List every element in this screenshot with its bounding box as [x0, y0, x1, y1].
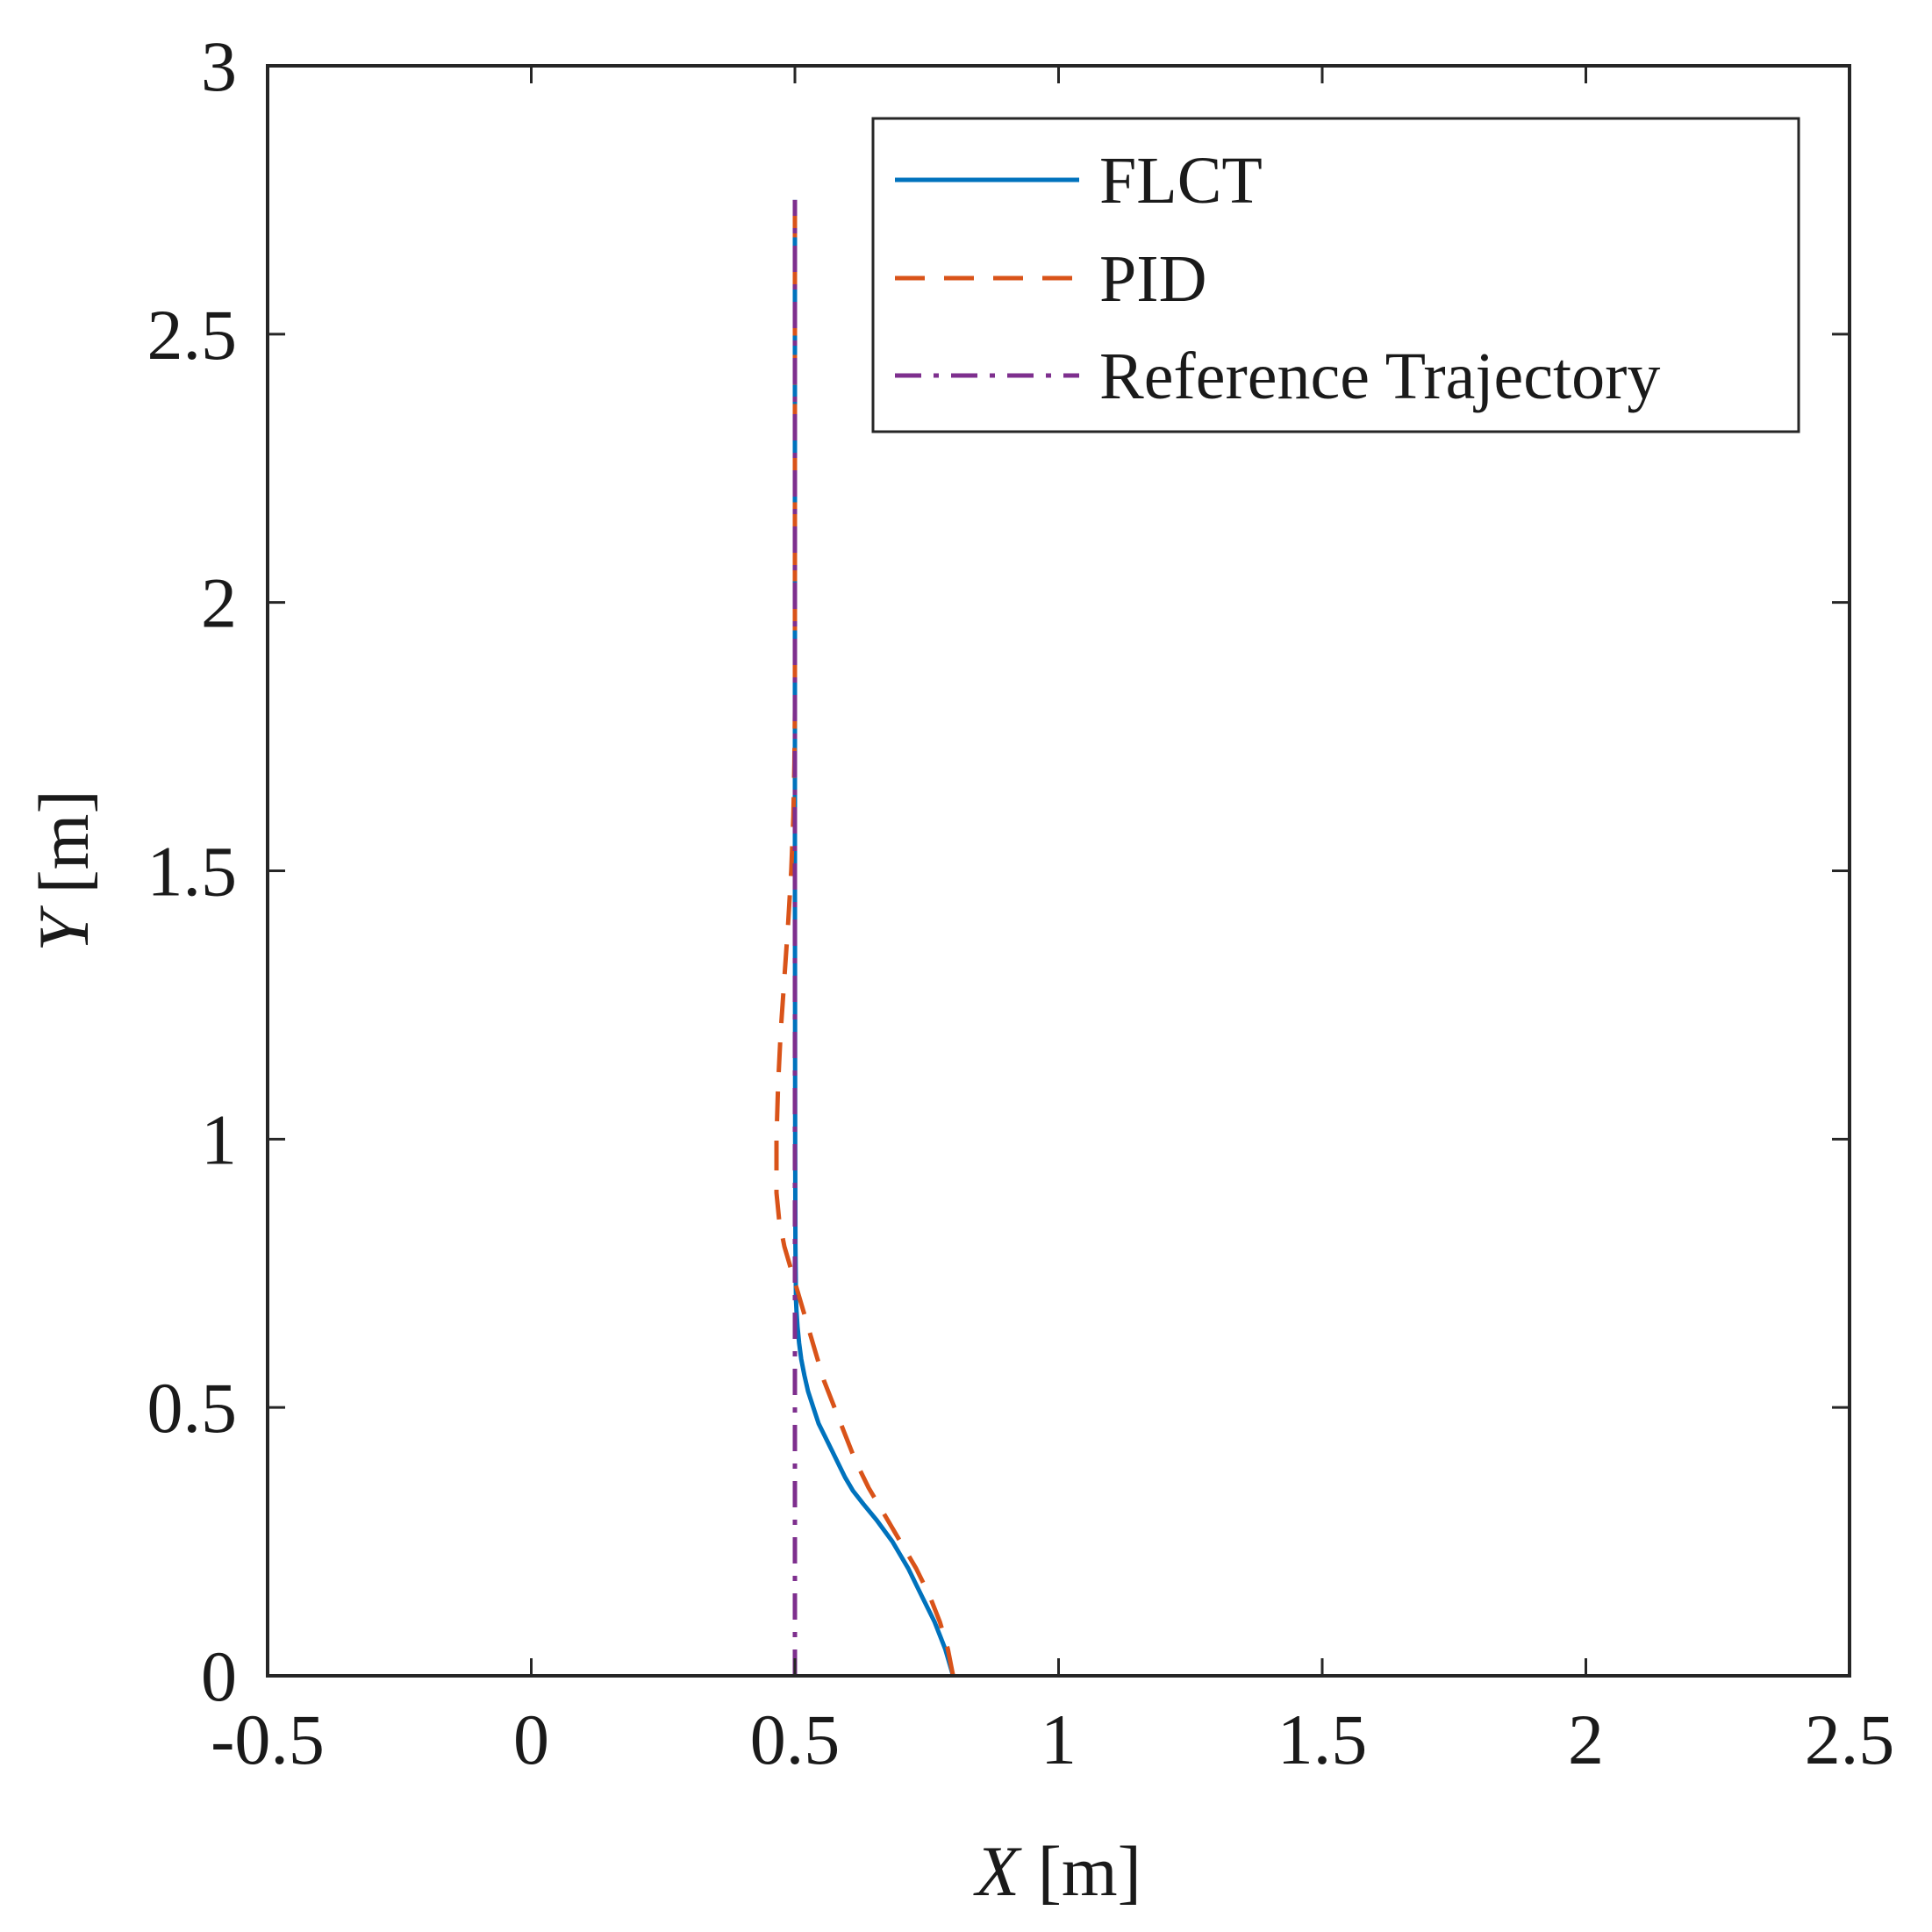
y-tick-label: 1.5 — [147, 832, 238, 912]
tick-layer: -0.5 0 0.5 1 1.5 2 2.500.511.522.53 — [147, 26, 1895, 1779]
y-axis-variable: Y — [24, 905, 104, 952]
x-tick-label: 1.5 — [1277, 1699, 1368, 1779]
legend-label-reference-trajectory: Reference Trajectory — [1099, 340, 1660, 413]
x-axis-variable: X — [973, 1831, 1022, 1911]
y-tick-label: 0 — [201, 1636, 237, 1716]
y-tick-label: 0.5 — [147, 1368, 238, 1448]
legend-label-flct: FLCT — [1099, 144, 1263, 218]
x-tick-label: 0.5 — [750, 1699, 841, 1779]
x-axis-unit: [m] — [1020, 1831, 1141, 1911]
x-tick-label: 1 — [1041, 1699, 1077, 1779]
x-tick-label: 2 — [1568, 1699, 1604, 1779]
y-tick-label: 2 — [201, 563, 237, 643]
y-axis-unit: [m] — [24, 790, 104, 912]
y-axis-label: Y [m] — [24, 790, 104, 952]
series-layer — [774, 199, 955, 1677]
plot-frame — [266, 64, 1851, 1678]
series-line-pid — [774, 199, 955, 1677]
y-tick-label: 2.5 — [147, 295, 238, 375]
x-tick-label: 0 — [513, 1699, 549, 1779]
x-tick-label: -0.5 — [211, 1699, 325, 1779]
legend: FLCT PID Reference Trajectory — [871, 117, 1800, 433]
series-line-flct — [792, 199, 955, 1677]
x-axis-label: X [m] — [973, 1831, 1141, 1911]
legend-label-pid: PID — [1099, 242, 1206, 316]
y-tick-label: 3 — [201, 26, 237, 106]
y-tick-label: 1 — [201, 1099, 237, 1179]
legend-box — [871, 117, 1800, 433]
x-tick-label: 2.5 — [1805, 1699, 1895, 1779]
